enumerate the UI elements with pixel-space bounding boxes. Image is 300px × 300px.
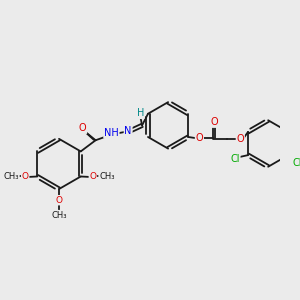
Text: O: O (236, 134, 244, 144)
Text: Cl: Cl (230, 154, 240, 164)
Text: H: H (136, 108, 144, 118)
Text: O: O (56, 196, 62, 205)
Text: N: N (124, 126, 132, 136)
Text: O: O (196, 133, 203, 143)
Text: CH₃: CH₃ (51, 211, 67, 220)
Text: CH₃: CH₃ (99, 172, 115, 181)
Text: NH: NH (104, 128, 119, 138)
Text: O: O (79, 123, 86, 133)
Text: Cl: Cl (293, 158, 300, 167)
Text: O: O (211, 117, 218, 127)
Text: O: O (89, 172, 96, 181)
Text: CH₃: CH₃ (4, 172, 19, 181)
Text: O: O (22, 172, 29, 181)
